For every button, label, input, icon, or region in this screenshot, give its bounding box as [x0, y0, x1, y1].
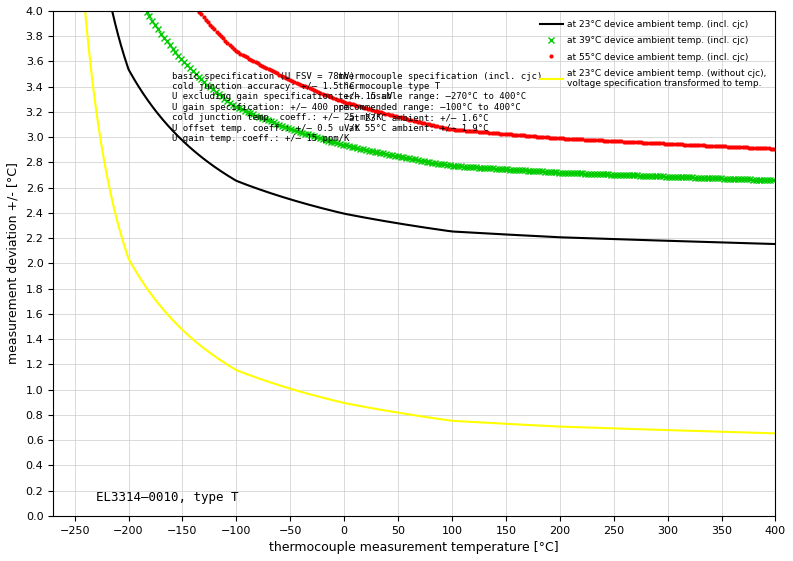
at 55°C device ambient temp. (incl. cjc) [324, 93, 334, 99]
at 55°C device ambient temp. (incl. cjc) [199, 13, 209, 20]
at 23°C device ambient temp. (incl. cjc) [771, 241, 780, 247]
at 39°C device ambient temp. (incl. cjc) [739, 176, 749, 183]
at 39°C device ambient temp. (incl. cjc) [546, 169, 555, 176]
at 23°C device ambient temp. (without cjc),
voltage specification transformed to temp. [750, 429, 760, 436]
at 55°C device ambient temp. (incl. cjc) [666, 141, 676, 148]
Text: EL3314–0010, type T: EL3314–0010, type T [96, 491, 239, 504]
Y-axis label: measurement deviation +/- [°C]: measurement deviation +/- [°C] [7, 163, 20, 364]
at 39°C device ambient temp. (incl. cjc) [168, 45, 178, 52]
at 39°C device ambient temp. (incl. cjc) [338, 141, 347, 148]
Line: at 39°C device ambient temp. (incl. cjc): at 39°C device ambient temp. (incl. cjc) [52, 0, 776, 183]
Line: at 55°C device ambient temp. (incl. cjc): at 55°C device ambient temp. (incl. cjc) [52, 0, 778, 151]
at 23°C device ambient temp. (without cjc),
voltage specification transformed to temp. [749, 429, 759, 436]
Line: at 23°C device ambient temp. (without cjc),
voltage specification transformed to temp.: at 23°C device ambient temp. (without cj… [54, 0, 776, 433]
Line: at 23°C device ambient temp. (incl. cjc): at 23°C device ambient temp. (incl. cjc) [54, 0, 776, 244]
at 55°C device ambient temp. (incl. cjc) [517, 132, 527, 139]
at 55°C device ambient temp. (incl. cjc) [473, 128, 483, 135]
at 55°C device ambient temp. (incl. cjc) [770, 145, 780, 152]
at 23°C device ambient temp. (incl. cjc) [750, 240, 760, 247]
at 23°C device ambient temp. (without cjc),
voltage specification transformed to temp. [400, 411, 410, 417]
at 39°C device ambient temp. (incl. cjc) [768, 177, 778, 183]
at 39°C device ambient temp. (incl. cjc) [465, 164, 475, 171]
at 23°C device ambient temp. (incl. cjc) [381, 218, 390, 224]
at 23°C device ambient temp. (incl. cjc) [749, 240, 759, 247]
at 23°C device ambient temp. (without cjc),
voltage specification transformed to temp. [618, 425, 627, 432]
at 23°C device ambient temp. (without cjc),
voltage specification transformed to temp. [86, 66, 96, 72]
at 23°C device ambient temp. (incl. cjc) [618, 236, 627, 243]
at 23°C device ambient temp. (without cjc),
voltage specification transformed to temp. [381, 407, 390, 414]
Text: basic specification (U FSV = 78mV)
cold junction accuracy: +/– 1.5 °C
U excludin: basic specification (U FSV = 78mV) cold … [172, 71, 393, 143]
X-axis label: thermocouple measurement temperature [°C]: thermocouple measurement temperature [°C… [270, 541, 559, 554]
at 55°C device ambient temp. (incl. cjc) [450, 126, 459, 133]
Text: thermocouple specification (incl. cjc)
thermocouple type T
tech. usable range: –: thermocouple specification (incl. cjc) t… [339, 71, 542, 132]
at 23°C device ambient temp. (without cjc),
voltage specification transformed to temp. [771, 430, 780, 436]
at 23°C device ambient temp. (incl. cjc) [400, 221, 410, 228]
Legend: at 23°C device ambient temp. (incl. cjc), at 39°C device ambient temp. (incl. cj: at 23°C device ambient temp. (incl. cjc)… [535, 16, 771, 93]
at 39°C device ambient temp. (incl. cjc) [347, 144, 356, 150]
